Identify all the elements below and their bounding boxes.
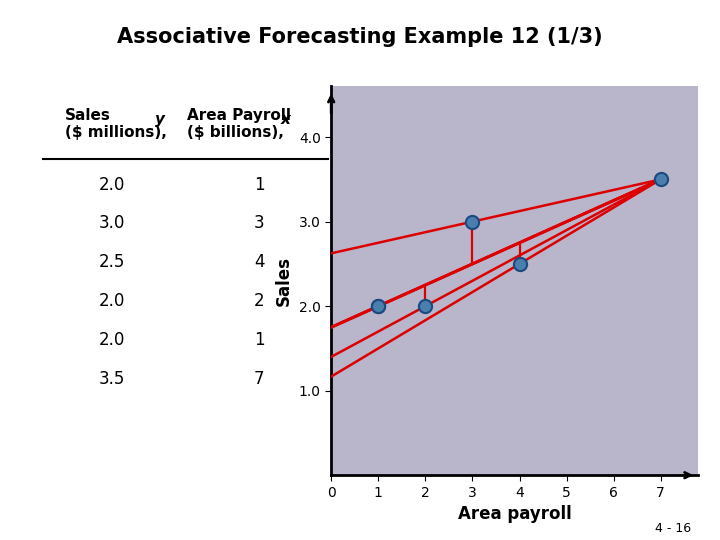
Text: 3.0: 3.0 (99, 214, 125, 232)
Point (467, 217, 478, 226)
Text: 1: 1 (254, 176, 264, 193)
Text: 1: 1 (254, 331, 264, 349)
Text: 2.0: 2.0 (99, 331, 125, 349)
Text: 4: 4 (254, 253, 264, 271)
Text: 2.5: 2.5 (99, 253, 125, 271)
Text: x: x (281, 112, 291, 127)
Text: 2.0: 2.0 (99, 176, 125, 193)
Text: 3: 3 (254, 214, 264, 232)
Point (372, 302, 384, 310)
Y-axis label: Sales: Sales (275, 256, 293, 306)
Text: Sales
($ millions),: Sales ($ millions), (65, 108, 172, 140)
Point (420, 302, 431, 310)
Text: Associative Forecasting Example 12 (1/3): Associative Forecasting Example 12 (1/3) (117, 27, 603, 47)
Point (514, 260, 526, 268)
Text: 2: 2 (254, 292, 264, 310)
Text: 7: 7 (254, 370, 264, 388)
Text: y: y (155, 112, 165, 127)
X-axis label: Area payroll: Area payroll (458, 505, 572, 523)
Text: 2.0: 2.0 (99, 292, 125, 310)
Point (655, 175, 667, 184)
Point (372, 302, 384, 310)
Text: 3.5: 3.5 (99, 370, 125, 388)
Text: Area Payroll
($ billions),: Area Payroll ($ billions), (187, 108, 291, 140)
Text: 4 - 16: 4 - 16 (655, 522, 691, 535)
